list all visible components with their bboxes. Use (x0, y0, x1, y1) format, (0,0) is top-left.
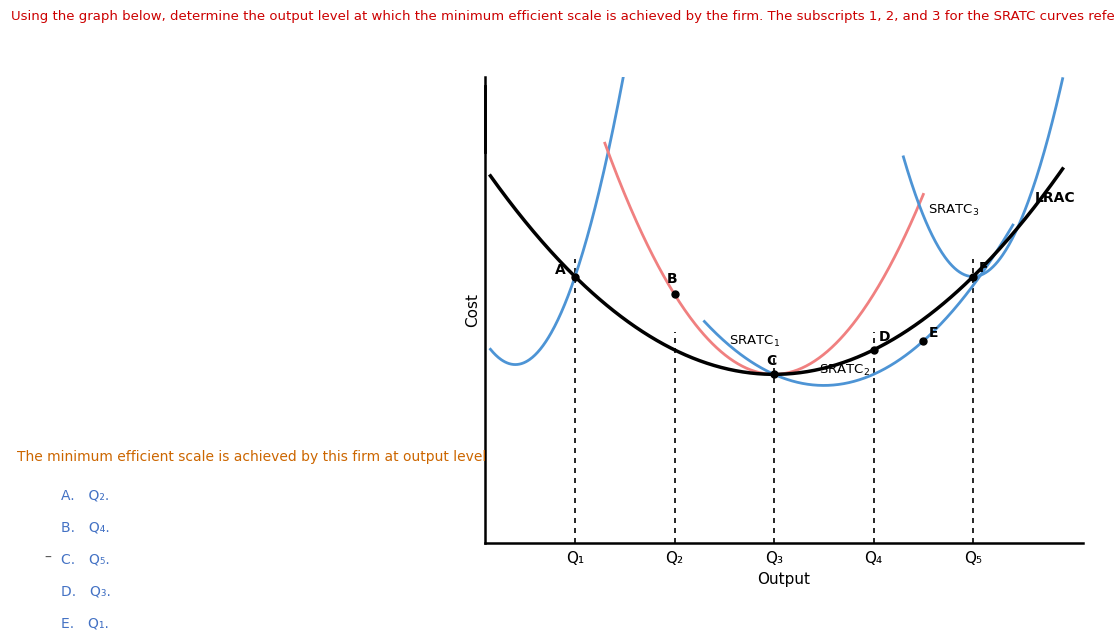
Text: A: A (555, 263, 566, 277)
Text: E. Q₁.: E. Q₁. (61, 617, 109, 631)
Text: SRATC$_2$: SRATC$_2$ (819, 363, 869, 378)
Text: E: E (929, 325, 937, 339)
Text: F: F (979, 261, 989, 275)
Text: B. Q₄.: B. Q₄. (61, 521, 110, 535)
Text: D. Q₃.: D. Q₃. (61, 585, 112, 599)
Text: –: – (45, 551, 51, 565)
Text: The minimum efficient scale is achieved by this firm at output level: The minimum efficient scale is achieved … (17, 450, 485, 465)
Text: A. Q₂.: A. Q₂. (61, 489, 109, 503)
Text: Using the graph below, determine the output level at which the minimum efficient: Using the graph below, determine the out… (11, 10, 1116, 22)
Text: SRATC$_3$: SRATC$_3$ (929, 203, 980, 218)
Text: C: C (766, 355, 777, 369)
Text: SRATC$_1$: SRATC$_1$ (729, 334, 780, 349)
Text: LRAC: LRAC (1035, 191, 1076, 205)
Y-axis label: Cost: Cost (465, 293, 480, 327)
X-axis label: Output: Output (758, 572, 810, 587)
Text: C. Q₅.: C. Q₅. (61, 553, 110, 567)
Text: D: D (878, 330, 891, 344)
Text: B: B (666, 272, 677, 286)
